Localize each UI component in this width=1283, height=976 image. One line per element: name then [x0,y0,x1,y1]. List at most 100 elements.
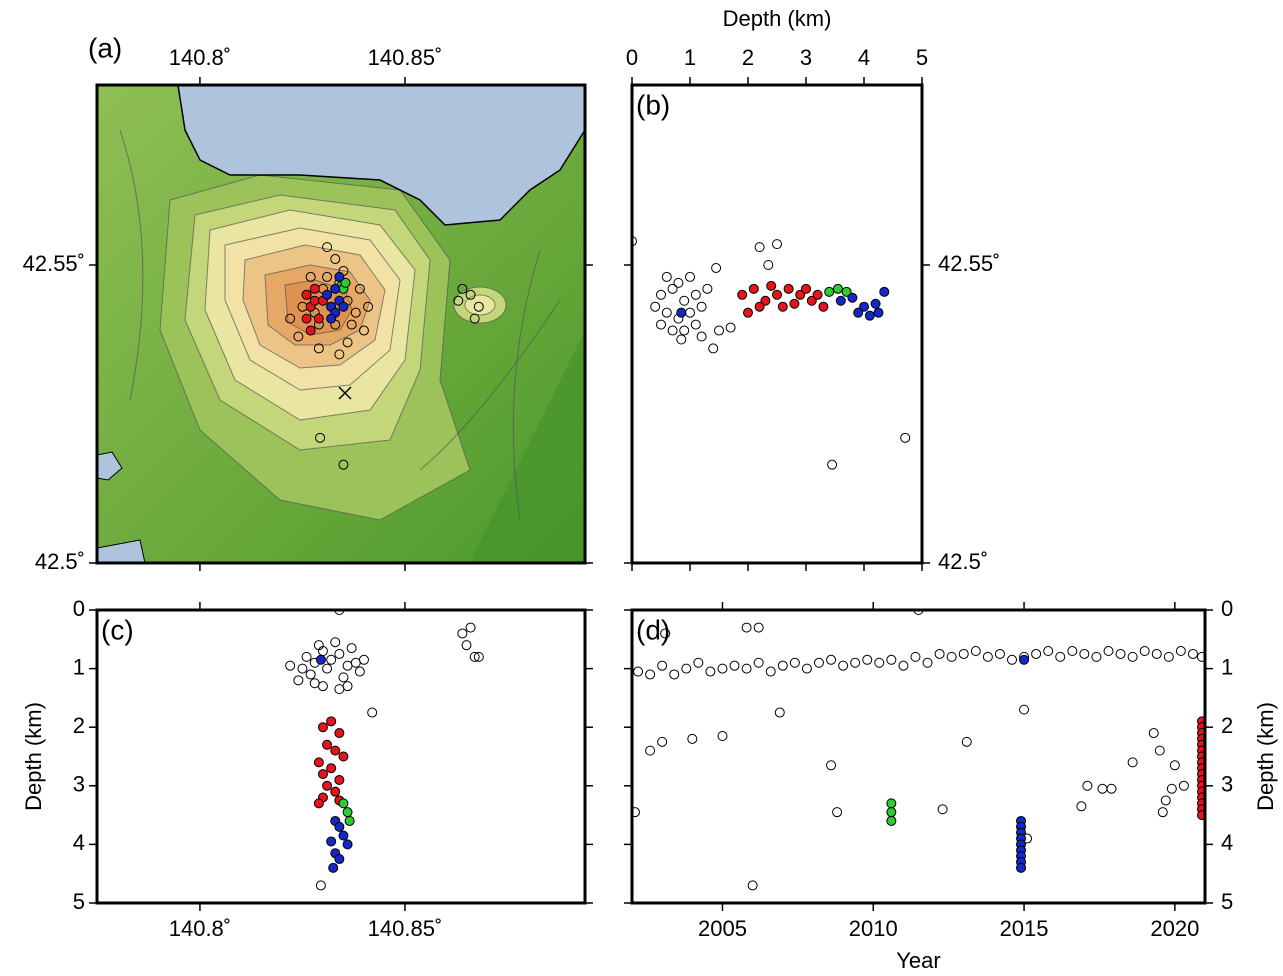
event-marker [764,260,773,269]
event-marker [657,320,666,329]
event-marker [754,623,763,632]
event-marker [335,685,344,694]
y-tick-label: 2 [73,713,85,738]
event-marker [302,652,311,661]
event-marker [848,293,857,302]
event-marker [688,734,697,743]
event-marker [327,314,336,323]
event-marker [863,655,872,664]
event-marker [854,308,863,317]
event-marker [694,658,703,667]
event-marker [343,840,352,849]
y-tick-label: 0 [73,596,85,621]
event-marker [314,314,323,323]
event-marker [662,308,671,317]
x-tick-label: 2010 [849,916,898,941]
event-marker [995,649,1004,658]
event-marker [347,644,356,653]
event-marker [658,661,667,670]
event-marker [359,655,368,664]
event-marker [323,664,332,673]
event-marker [887,655,896,664]
event-marker [335,775,344,784]
event-marker [983,652,992,661]
terrain [97,85,585,563]
event-marker [691,320,700,329]
event-marker [331,746,340,755]
event-marker [339,673,348,682]
y-tick-label: 42.5˚ [938,549,988,574]
event-marker [1128,758,1137,767]
event-marker [318,682,327,691]
event-marker [709,344,718,353]
event-marker [712,263,721,272]
event-marker [368,708,377,717]
x-tick-label: 3 [800,45,812,70]
y-tick-label: 42.5˚ [35,549,85,574]
event-marker [343,682,352,691]
event-marker [971,647,980,656]
event-marker [1149,729,1158,738]
event-marker [306,670,315,679]
x-tick-label: 1 [684,45,696,70]
event-marker [1104,647,1113,656]
event-marker [744,308,753,317]
event-marker [1017,863,1026,872]
event-marker [335,729,344,738]
event-marker [755,302,764,311]
event-marker [670,670,679,679]
event-marker [825,287,834,296]
event-marker [680,326,689,335]
x-tick-label: 0 [626,45,638,70]
x-tick-label: 4 [858,45,870,70]
event-marker [668,326,677,335]
event-marker [778,661,787,670]
event-marker [802,284,811,293]
event-marker [335,822,344,831]
event-marker [814,658,823,667]
y-tick-label: 3 [73,772,85,797]
event-marker [697,332,706,341]
event-marker [331,284,340,293]
event-marker [887,799,896,808]
event-marker [355,667,364,676]
event-marker [1068,647,1077,656]
y-tick-label: 1 [1221,654,1233,679]
event-marker [738,290,747,299]
event-marker [318,770,327,779]
event-marker [686,308,695,317]
event-marker [766,667,775,676]
event-marker [742,623,751,632]
event-marker [901,433,910,442]
y-tick-label: 0 [1221,596,1233,621]
x-tick-label: 2005 [698,916,747,941]
event-marker [938,805,947,814]
event-marker [767,281,776,290]
event-marker [302,290,311,299]
event-marker [706,667,715,676]
x-tick-label: 2020 [1150,916,1199,941]
event-marker [1080,649,1089,658]
event-marker [1167,784,1176,793]
event-marker [1077,802,1086,811]
event-marker [697,302,706,311]
event-marker [286,661,295,670]
event-marker [1155,746,1164,755]
event-marker [1020,655,1029,664]
event-marker [718,731,727,740]
event-marker [634,667,643,676]
y-axis-title: Depth (km) [21,702,46,811]
event-marker [302,314,311,323]
event-marker [646,670,655,679]
event-marker [686,272,695,281]
event-marker [911,652,920,661]
event-marker [1158,808,1167,817]
event-marker [646,746,655,755]
event-marker [1179,781,1188,790]
event-marker [880,287,889,296]
event-marker [703,284,712,293]
event-marker [1170,761,1179,770]
event-marker [331,638,340,647]
event-marker [318,723,327,732]
event-marker [730,661,739,670]
